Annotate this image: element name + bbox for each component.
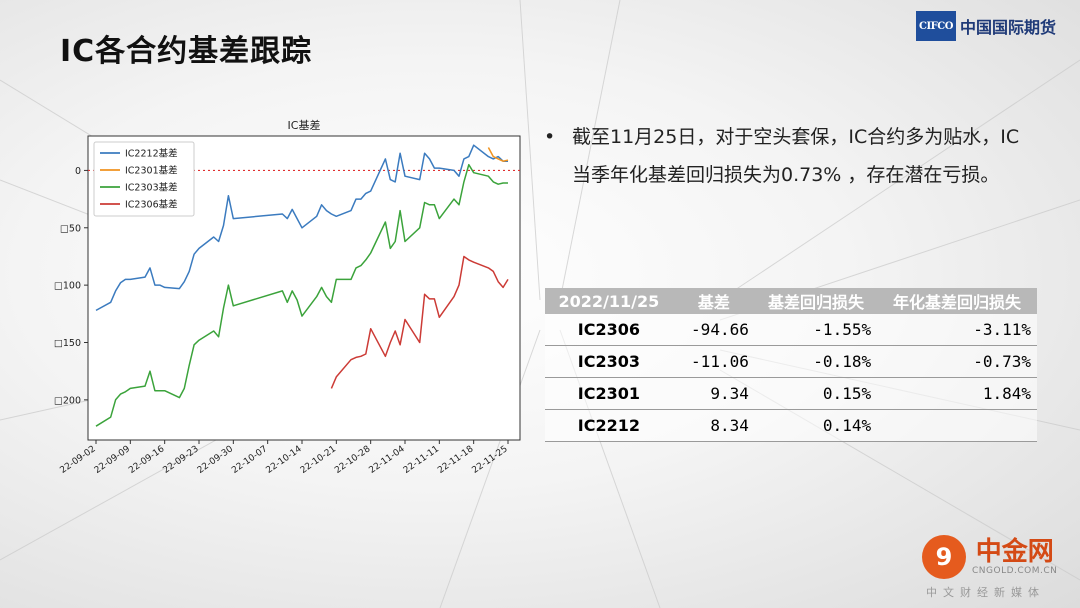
y-tick-label: □100 [54, 281, 81, 292]
basis-table: 2022/11/25 基差 基差回归损失 年化基差回归损失 IC2306 -94… [545, 288, 1037, 442]
watermark-tagline: 中文财经新媒体 [926, 586, 1045, 599]
series-line-IC2212基差 [95, 144, 508, 312]
annual-loss-value: -0.73% [877, 345, 1037, 378]
watermark-logo: 9 中金网 CNGOLD.COM.CN [922, 535, 1057, 579]
header-loss: 基差回归损失 [754, 288, 878, 314]
x-tick-label: 22-10-21 [299, 444, 338, 476]
legend-entry: IC2306基差 [125, 199, 178, 211]
x-tick-label: 22-09-23 [162, 444, 201, 476]
series-line-IC2303基差 [95, 163, 508, 427]
table-header-row: 2022/11/25 基差 基差回归损失 年化基差回归损失 [545, 288, 1037, 314]
loss-value: 0.15% [754, 377, 878, 410]
summary-text: 截至11月25日，对于空头套保，IC合约多为贴水，IC当季年化基差回归损失为0.… [572, 126, 1020, 186]
bullet-dot-icon: • [544, 126, 556, 148]
company-logo: CIFCO 中国国际期货 [916, 10, 1056, 42]
header-date: 2022/11/25 [545, 288, 673, 314]
x-tick-label: 22-10-07 [230, 444, 269, 476]
contract-name: IC2306 [545, 314, 673, 346]
logo-mark: CIFCO [916, 11, 956, 41]
loss-value: -1.55% [754, 314, 878, 346]
x-tick-label: 22-11-04 [368, 444, 407, 476]
x-tick-label: 22-09-09 [93, 444, 132, 476]
x-tick-label: 22-09-16 [127, 444, 166, 476]
table-row: IC2301 9.34 0.15% 1.84% [545, 377, 1037, 410]
x-tick-label: 22-10-28 [333, 444, 372, 476]
basis-value: -94.66 [672, 314, 755, 346]
x-tick-label: 22-11-18 [436, 444, 475, 476]
x-tick-label: 22-11-25 [471, 444, 510, 476]
header-annual-loss: 年化基差回归损失 [877, 288, 1037, 314]
chart-title: IC基差 [288, 118, 321, 132]
y-tick-label: 0 [75, 166, 81, 177]
x-tick-label: 22-09-02 [59, 444, 98, 476]
y-tick-label: □200 [54, 395, 81, 406]
contract-name: IC2303 [545, 345, 673, 378]
table-row: IC2212 8.34 0.14% [545, 409, 1037, 442]
logo-name: 中国国际期货 [960, 18, 1057, 37]
ic-basis-chart: IC基差0□50□100□150□20022-09-0222-09-0922-0… [54, 118, 521, 476]
series-line-IC2301基差 [487, 147, 509, 162]
basis-value: 9.34 [672, 377, 755, 410]
basis-value: -11.06 [672, 345, 755, 378]
series-line-IC2306基差 [330, 255, 509, 389]
summary-bullet: • 截至11月25日，对于空头套保，IC合约多为贴水，IC当季年化基差回归损失为… [544, 118, 1036, 194]
page-title: IC各合约基差跟踪 [60, 34, 313, 69]
x-tick-label: 22-11-11 [402, 444, 441, 476]
annual-loss-value [877, 409, 1037, 442]
basis-value: 8.34 [672, 409, 755, 442]
table-row: IC2306 -94.66 -1.55% -3.11% [545, 314, 1037, 346]
x-tick-label: 22-10-14 [265, 444, 304, 476]
header-basis: 基差 [672, 288, 755, 314]
y-tick-label: □50 [60, 223, 81, 234]
annual-loss-value: -3.11% [877, 314, 1037, 346]
legend-box [93, 141, 195, 217]
watermark-name: 中金网 [975, 537, 1054, 567]
loss-value: -0.18% [754, 345, 878, 378]
contract-name: IC2212 [545, 409, 673, 442]
annual-loss-value: 1.84% [877, 377, 1037, 410]
contract-name: IC2301 [545, 377, 673, 410]
legend-entry: IC2212基差 [125, 148, 178, 160]
loss-value: 0.14% [754, 409, 878, 442]
legend-entry: IC2301基差 [125, 165, 178, 177]
x-tick-label: 22-09-30 [196, 444, 235, 476]
watermark-domain: CNGOLD.COM.CN [972, 566, 1058, 576]
watermark-logo-icon: 9 [922, 535, 966, 579]
legend-entry: IC2303基差 [125, 182, 178, 194]
y-tick-label: □150 [54, 338, 81, 349]
table-row: IC2303 -11.06 -0.18% -0.73% [545, 345, 1037, 378]
